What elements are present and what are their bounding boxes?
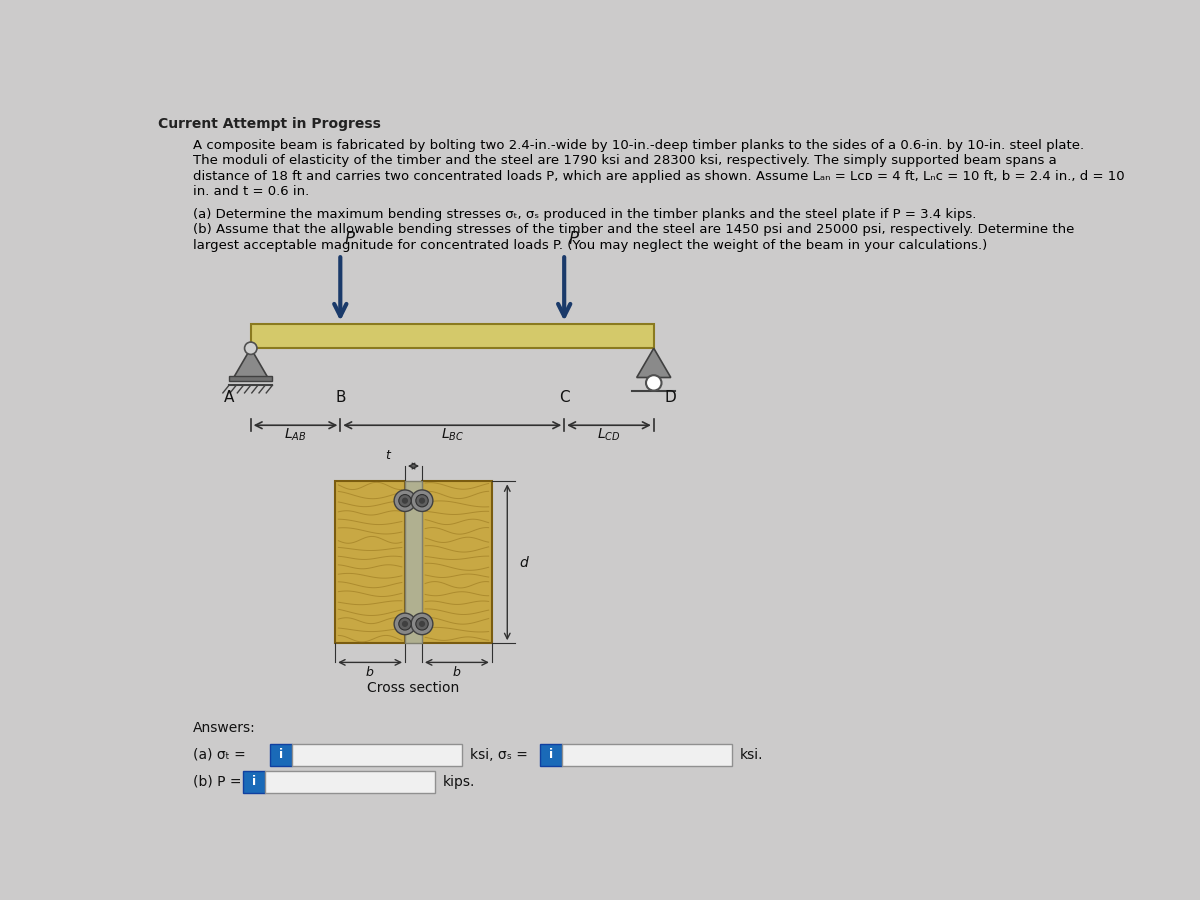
Text: D: D [665,390,677,405]
Bar [265,771,436,793]
Text: $L_{CD}$: $L_{CD}$ [598,428,620,444]
Circle shape [394,613,416,634]
Circle shape [245,342,257,355]
Bar [229,376,272,381]
Circle shape [412,490,433,511]
Bar [242,771,265,793]
Text: in. and t = 0.6 in.: in. and t = 0.6 in. [193,185,308,198]
Text: P: P [568,230,578,248]
Text: P: P [344,230,354,248]
Text: ksi.: ksi. [739,748,763,761]
Text: The moduli of elasticity of the timber and the steel are 1790 ksi and 28300 ksi,: The moduli of elasticity of the timber a… [193,154,1056,167]
Text: ksi, σₛ =: ksi, σₛ = [470,748,528,761]
Text: $L_{AB}$: $L_{AB}$ [284,428,307,444]
Circle shape [398,617,412,630]
Polygon shape [234,348,268,377]
Circle shape [646,375,661,391]
Text: Cross section: Cross section [367,680,460,695]
Text: A: A [224,390,234,405]
Circle shape [394,490,416,511]
Text: largest acceptable magnitude for concentrated loads P. (You may neglect the weig: largest acceptable magnitude for concent… [193,238,986,252]
Text: A composite beam is fabricated by bolting two 2.4-in.-wide by 10-in.-deep timber: A composite beam is fabricated by boltin… [193,139,1084,152]
Text: kips.: kips. [443,775,475,788]
Text: distance of 18 ft and carries two concentrated loads P, which are applied as sho: distance of 18 ft and carries two concen… [193,169,1124,183]
Text: $L_{BC}$: $L_{BC}$ [440,428,464,444]
Bar [292,744,462,766]
Circle shape [419,498,425,504]
Text: (b) P =: (b) P = [193,775,241,788]
Circle shape [416,494,428,507]
Text: $b$: $b$ [452,665,462,680]
Text: (b) Assume that the allowable bending stresses of the timber and the steel are 1: (b) Assume that the allowable bending st… [193,223,1074,237]
Text: (a) σₜ =: (a) σₜ = [193,748,245,761]
Text: i: i [548,748,553,761]
Circle shape [402,498,408,504]
Text: i: i [278,748,283,761]
Bar [404,482,422,644]
Bar [562,744,732,766]
Text: $b$: $b$ [366,665,374,680]
Bar [540,744,562,766]
Circle shape [402,621,408,627]
Text: $t$: $t$ [385,449,392,463]
Bar [335,482,404,644]
Circle shape [398,494,412,507]
Text: C: C [559,390,570,405]
Text: Answers:: Answers: [193,721,256,734]
Bar [251,324,654,348]
Circle shape [412,613,433,634]
Text: $d$: $d$ [518,554,529,570]
Bar [422,482,492,644]
Circle shape [419,621,425,627]
Bar [270,744,292,766]
Circle shape [416,617,428,630]
Polygon shape [637,348,671,377]
Text: (a) Determine the maximum bending stresses σₜ, σₛ produced in the timber planks : (a) Determine the maximum bending stress… [193,208,976,221]
Text: i: i [252,775,256,788]
Text: Current Attempt in Progress: Current Attempt in Progress [157,117,380,131]
Text: B: B [335,390,346,405]
